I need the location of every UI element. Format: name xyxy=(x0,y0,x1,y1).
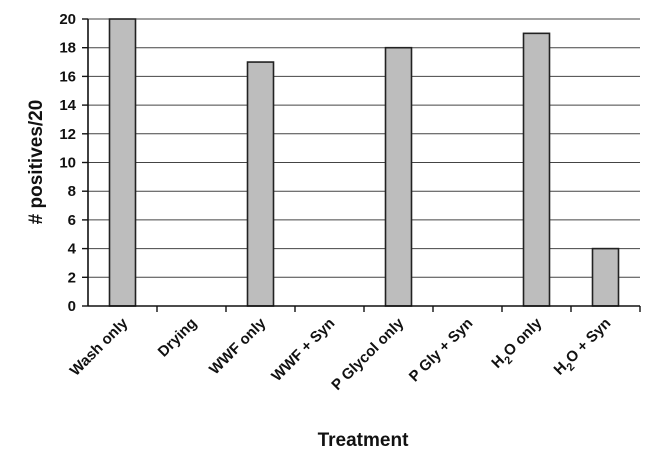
y-axis-title: # positives/20 xyxy=(26,100,47,225)
x-tick-label: Wash only xyxy=(67,314,132,379)
x-axis-title: Treatment xyxy=(318,430,409,451)
y-tick-label: 6 xyxy=(68,212,76,229)
bar xyxy=(246,61,275,307)
y-tick-label: 16 xyxy=(59,68,76,85)
x-tick-label: WWF + Syn xyxy=(268,315,338,385)
x-tick-label-text: Drying xyxy=(155,315,201,361)
x-tick-label: H2O + Syn xyxy=(551,315,618,382)
x-tick-label-text: P Gly + Syn xyxy=(406,315,476,385)
y-tick-label: 2 xyxy=(68,269,76,286)
x-tick-label-text: Wash only xyxy=(67,314,132,379)
bar xyxy=(384,46,413,307)
y-tick-label: 18 xyxy=(59,40,76,57)
x-tick-label: WWF only xyxy=(206,314,270,378)
x-tick-label-text: P Glycol only xyxy=(328,314,407,393)
x-tick-label: P Glycol only xyxy=(328,314,407,393)
y-ticks: 0 2 4 6 8 10 12 14 16 18 20 xyxy=(59,11,88,315)
x-tick-label-text: WWF + Syn xyxy=(268,315,338,385)
bar xyxy=(522,32,551,307)
y-tick-label: 12 xyxy=(59,126,76,143)
y-tick-label: 0 xyxy=(68,298,76,315)
x-tick-label-tail: O + Syn xyxy=(563,315,615,367)
x-tick-label: H2O only xyxy=(488,314,548,374)
x-tick-label-tail: O only xyxy=(500,314,545,359)
bar xyxy=(591,247,620,307)
x-tick-label-text: WWF only xyxy=(206,314,270,378)
y-tick-label: 20 xyxy=(59,11,76,28)
y-tick-label: 4 xyxy=(68,241,77,258)
gridlines xyxy=(88,18,640,278)
y-tick-label: 10 xyxy=(59,155,76,172)
x-tick-label: Drying xyxy=(155,315,201,361)
y-tick-label: 8 xyxy=(68,183,76,200)
bar xyxy=(108,18,137,307)
x-tick-label: P Gly + Syn xyxy=(406,315,476,385)
y-tick-label: 14 xyxy=(59,97,76,114)
